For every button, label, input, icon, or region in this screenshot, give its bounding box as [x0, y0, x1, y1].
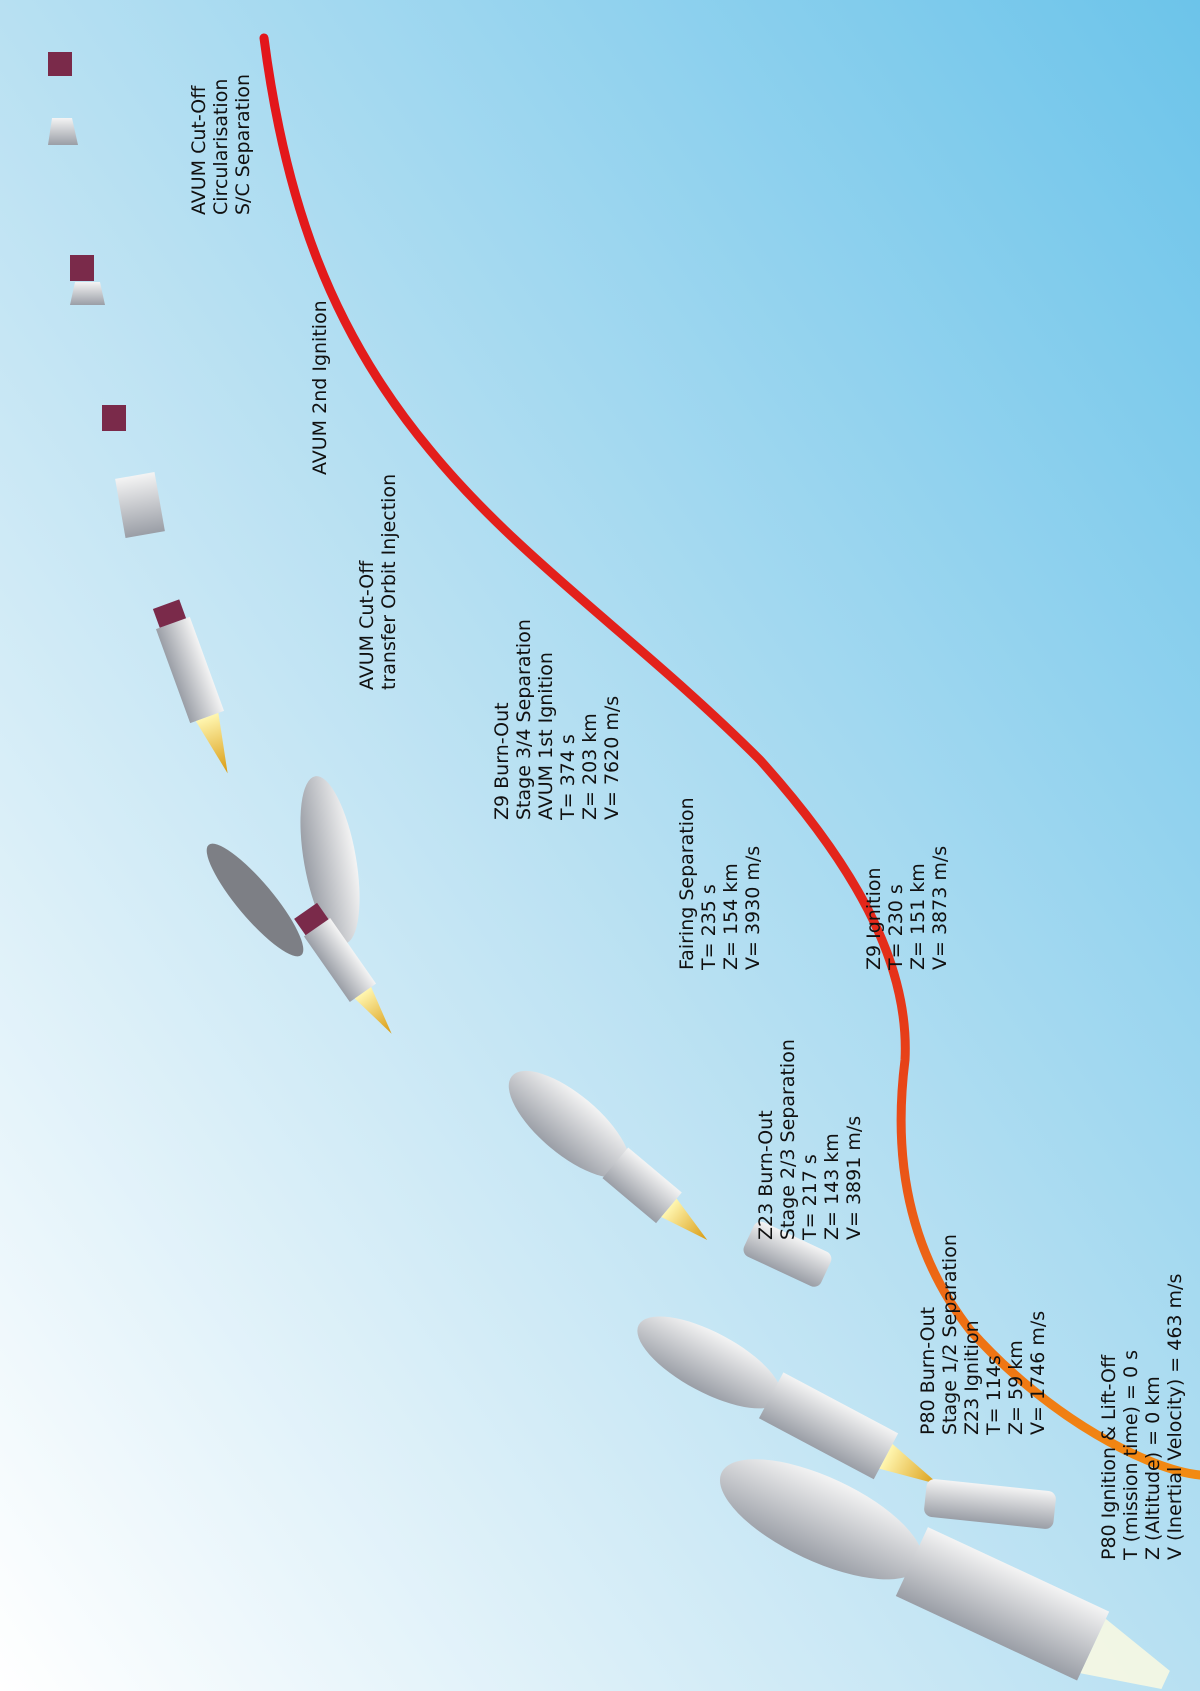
event-label: AVUM Cut-Off: [356, 560, 378, 690]
event-label: T= 374 s: [557, 734, 579, 821]
event-label: S/C Separation: [232, 74, 254, 215]
event-label: AVUM Cut-Off: [188, 85, 210, 215]
event-label: Z (Altitude) = 0 km: [1142, 1376, 1164, 1560]
event-label: V= 3930 m/s: [742, 846, 764, 970]
event-label: T= 235 s: [698, 884, 720, 971]
event-label: Z9 Ignition: [863, 867, 885, 970]
event-label: P80 Burn-Out: [917, 1307, 939, 1435]
event-label: Z= 203 km: [579, 713, 601, 820]
event-label: T= 114s: [983, 1355, 1005, 1436]
page: AVUM Cut-OffCircularisationS/C Separatio…: [0, 0, 1200, 1691]
event-label: AVUM 1st Ignition: [535, 652, 557, 820]
event-label: Fairing Separation: [676, 797, 698, 970]
event-label: Z23 Burn-Out: [755, 1110, 777, 1240]
event-label: V= 3891 m/s: [843, 1116, 865, 1240]
event-label: Circularisation: [210, 79, 232, 215]
event-label: V= 7620 m/s: [601, 696, 623, 820]
event-label: T= 217 s: [799, 1154, 821, 1241]
event-label: transfer Orbit Injection: [378, 474, 400, 690]
event-label: Z23 Ignition: [961, 1320, 983, 1435]
event-label: P80 Ignition & Lift-Off: [1098, 1354, 1120, 1560]
event-label: V (Inertial Velocity) = 463 m/s: [1164, 1274, 1186, 1560]
event-label: Stage 3/4 Separation: [513, 619, 535, 820]
event-label: T (mission time) = 0 s: [1120, 1350, 1142, 1561]
event-label: Z= 151 km: [907, 863, 929, 970]
event-label: Stage 2/3 Separation: [777, 1039, 799, 1240]
event-label: Stage 1/2 Separation: [939, 1234, 961, 1435]
event-label: AVUM 2nd Ignition: [309, 300, 331, 475]
event-label: Z= 59 km: [1005, 1340, 1027, 1435]
event-label: V= 3873 m/s: [929, 846, 951, 970]
background: [0, 0, 1200, 1691]
event-label: T= 230 s: [885, 884, 907, 971]
event-label: Z= 154 km: [720, 863, 742, 970]
diagram: AVUM Cut-OffCircularisationS/C Separatio…: [0, 0, 1200, 1691]
event-label: V= 1746 m/s: [1027, 1311, 1049, 1435]
event-label: Z9 Burn-Out: [491, 702, 513, 820]
event-label: Z= 143 km: [821, 1133, 843, 1240]
